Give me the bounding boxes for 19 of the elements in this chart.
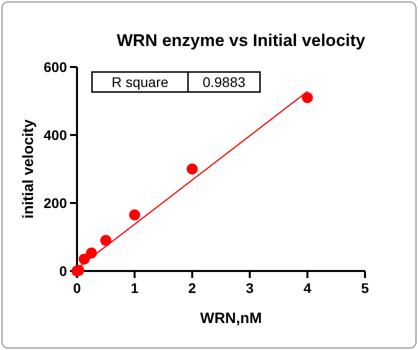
y-axis-title: initial velocity [20,118,37,219]
x-tick-label: 5 [361,280,370,296]
y-tick-label: 400 [44,127,68,143]
annotation: R square [112,74,169,90]
point [100,234,112,246]
x-tick-label: 1 [130,280,139,296]
y-tick-label: 200 [44,195,68,211]
x-tick-label: 4 [304,280,312,296]
annotation: 0.9883 [202,74,246,90]
point [302,92,313,104]
point [186,164,198,174]
point [129,209,140,220]
chart-title: WRN enzyme vs Initial velocity [116,31,366,50]
y-tick-label: 0 [59,263,68,279]
x-tick-label: 0 [73,280,82,296]
x-axis-title: WRN,nM [200,310,262,327]
y-tick-label: 600 [44,59,68,75]
x-tick-label: 3 [246,280,254,296]
x-tick-label: 2 [188,280,196,296]
